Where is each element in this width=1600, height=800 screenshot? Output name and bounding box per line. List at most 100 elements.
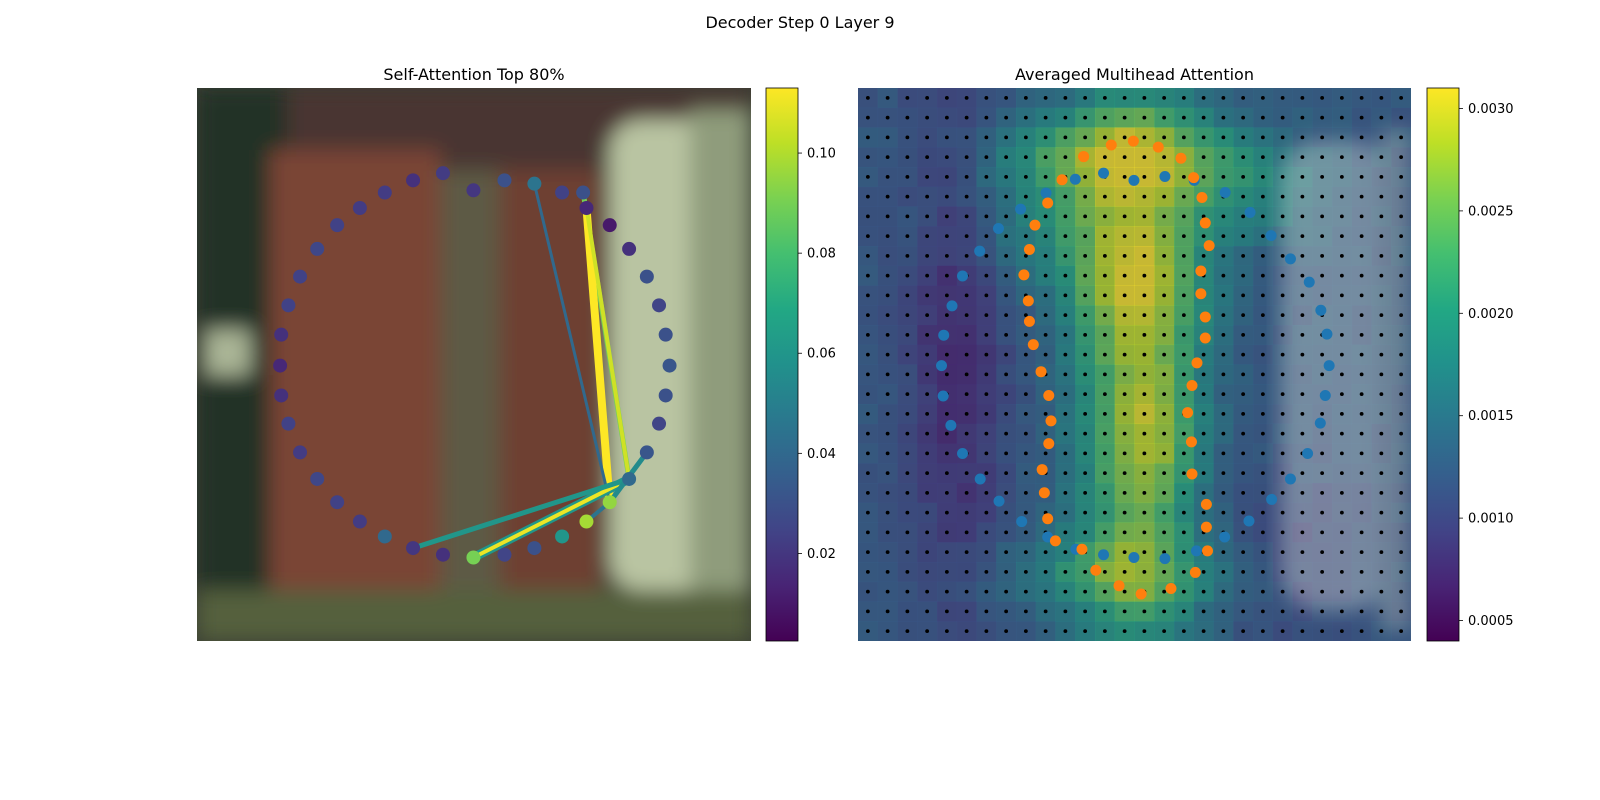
grid-point xyxy=(1260,273,1265,278)
grid-point xyxy=(1260,352,1265,357)
grid-point xyxy=(1320,352,1325,357)
grid-point xyxy=(1399,510,1404,515)
grid-point xyxy=(1260,629,1265,634)
grid-point xyxy=(1162,431,1167,436)
grid-point xyxy=(1379,293,1384,298)
grid-point xyxy=(1339,352,1344,357)
grid-point xyxy=(944,609,949,614)
grid-point xyxy=(1241,569,1246,574)
grid-point xyxy=(944,471,949,476)
grid-point xyxy=(905,471,910,476)
grid-point xyxy=(1379,589,1384,594)
grid-point xyxy=(1320,569,1325,574)
grid-point xyxy=(1399,313,1404,318)
grid-point xyxy=(964,530,969,535)
grid-point xyxy=(905,115,910,120)
grid-point xyxy=(1102,273,1107,278)
grid-point xyxy=(865,293,870,298)
grid-point xyxy=(1102,155,1107,160)
grid-point xyxy=(865,471,870,476)
grid-point xyxy=(1379,135,1384,140)
grid-point xyxy=(984,115,989,120)
grid-point xyxy=(1122,372,1127,377)
grid-point xyxy=(1221,253,1226,258)
grid-point xyxy=(885,589,890,594)
grid-point xyxy=(1300,589,1305,594)
grid-point xyxy=(1339,115,1344,120)
grid-point xyxy=(1004,392,1009,397)
grid-point xyxy=(1260,332,1265,337)
grid-point xyxy=(1162,313,1167,318)
grid-point xyxy=(1300,115,1305,120)
grid-point xyxy=(885,293,890,298)
grid-point xyxy=(1181,569,1186,574)
grid-point xyxy=(925,332,930,337)
grid-point xyxy=(1083,569,1088,574)
grid-point xyxy=(1004,174,1009,179)
grid-point xyxy=(1083,253,1088,258)
vertex-point-9 xyxy=(658,327,673,342)
grid-point xyxy=(1083,174,1088,179)
grid-point xyxy=(925,589,930,594)
grid-point xyxy=(1063,273,1068,278)
grid-point xyxy=(1320,589,1325,594)
series-1-point-16 xyxy=(1185,436,1197,448)
grid-point xyxy=(1320,214,1325,219)
vertex-point-23 xyxy=(377,529,392,544)
vertex-point-34 xyxy=(310,241,325,256)
grid-point xyxy=(1004,332,1009,337)
grid-point xyxy=(984,273,989,278)
grid-point xyxy=(885,392,890,397)
grid-point xyxy=(1201,392,1206,397)
grid-point xyxy=(1260,372,1265,377)
grid-point xyxy=(1260,392,1265,397)
grid-point xyxy=(1260,214,1265,219)
grid-point xyxy=(1280,550,1285,555)
attention-edge-6 xyxy=(410,476,632,551)
grid-point xyxy=(1023,332,1028,337)
grid-point xyxy=(1280,372,1285,377)
grid-point xyxy=(1122,451,1127,456)
grid-point xyxy=(1162,332,1167,337)
grid-point xyxy=(1260,155,1265,160)
grid-point xyxy=(1043,431,1048,436)
grid-point xyxy=(964,471,969,476)
grid-point xyxy=(984,234,989,239)
grid-point xyxy=(1241,253,1246,258)
grid-point xyxy=(905,431,910,436)
grid-point xyxy=(1359,293,1364,298)
grid-point xyxy=(1379,569,1384,574)
grid-point xyxy=(1201,431,1206,436)
grid-point xyxy=(1280,490,1285,495)
grid-point xyxy=(1142,471,1147,476)
grid-point xyxy=(1023,313,1028,318)
grid-point xyxy=(1083,530,1088,535)
grid-point xyxy=(1241,471,1246,476)
grid-point xyxy=(1339,530,1344,535)
grid-point xyxy=(1241,451,1246,456)
grid-point xyxy=(925,392,930,397)
vertex-point-30 xyxy=(273,358,288,373)
grid-point xyxy=(885,530,890,535)
grid-point xyxy=(1260,510,1265,515)
series-0-point-8 xyxy=(1303,276,1315,288)
grid-point xyxy=(865,352,870,357)
grid-point xyxy=(1359,550,1364,555)
grid-point xyxy=(865,431,870,436)
series-0-point-10 xyxy=(1321,328,1333,340)
attention-edges xyxy=(410,182,650,562)
grid-point xyxy=(1004,609,1009,614)
grid-point xyxy=(1142,115,1147,120)
grid-point xyxy=(1023,95,1028,100)
grid-point xyxy=(1181,471,1186,476)
grid-point xyxy=(1359,530,1364,535)
grid-point xyxy=(1181,234,1186,239)
grid-point xyxy=(905,609,910,614)
grid-point xyxy=(1359,174,1364,179)
grid-point xyxy=(905,214,910,219)
grid-point xyxy=(1221,471,1226,476)
grid-point xyxy=(1221,392,1226,397)
vertex-point-2 xyxy=(527,176,542,191)
polygon-series xyxy=(936,135,1335,600)
grid-point xyxy=(1102,115,1107,120)
